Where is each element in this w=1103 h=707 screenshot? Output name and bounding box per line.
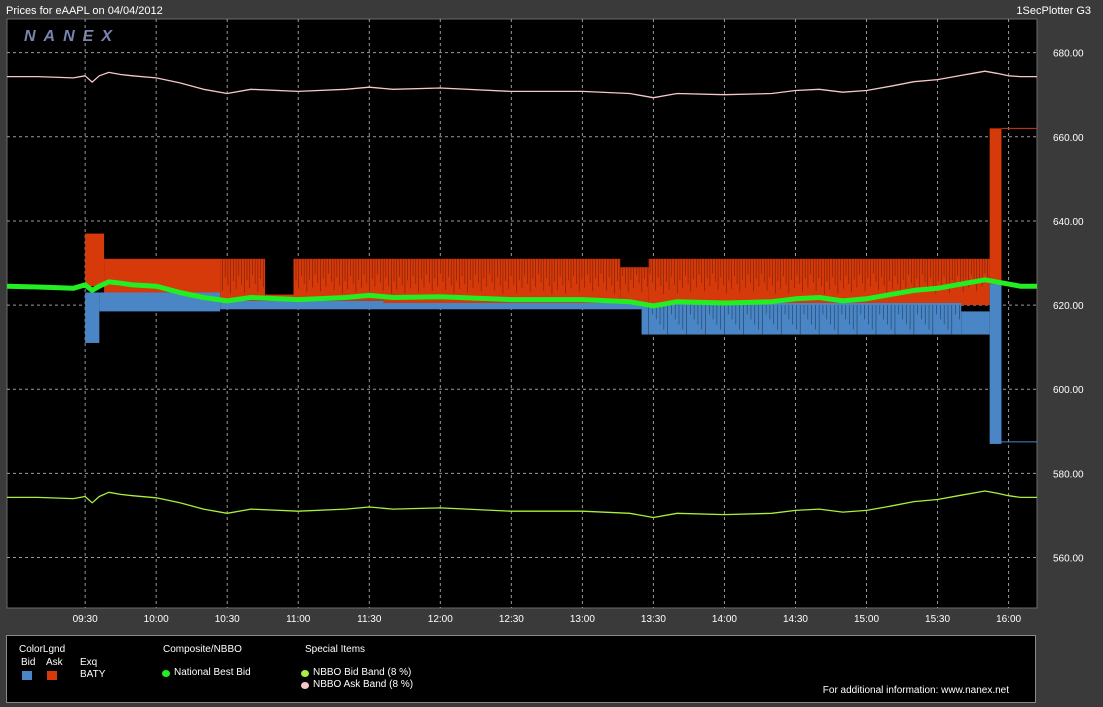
x-tick-label: 13:30 — [641, 614, 666, 625]
bid-color-swatch — [22, 671, 32, 680]
x-tick-label: 11:30 — [357, 614, 382, 625]
national-best-bid-marker — [162, 670, 170, 677]
x-tick-label: 12:00 — [428, 614, 453, 625]
y-tick-label: 680.00 — [1053, 49, 1084, 60]
bid-band-label: NBBO Bid Band (8 %) — [313, 667, 412, 678]
series-line — [6, 277, 1037, 309]
ask-quote-block — [220, 258, 266, 301]
y-tick-label: 620.00 — [1053, 301, 1084, 312]
ask-quote-block — [85, 233, 105, 287]
bid-band-marker — [301, 670, 309, 677]
exchange-code: BATY — [80, 669, 106, 680]
x-tick-label: 10:30 — [215, 614, 240, 625]
plotter-name: 1SecPlotter G3 — [1016, 5, 1091, 17]
bid-quote-block — [383, 302, 642, 310]
bid-quote-block — [85, 292, 100, 343]
exq-legend-label: Exq — [80, 657, 98, 668]
composite-title: Composite/NBBO — [163, 644, 242, 655]
ask-band-label: NBBO Ask Band (8 %) — [313, 679, 414, 690]
colorlgnd-title: ColorLgnd — [19, 644, 66, 655]
ask-color-swatch — [47, 671, 57, 680]
x-tick-label: 10:00 — [144, 614, 169, 625]
bid-quote-block — [99, 292, 221, 312]
x-tick-label: 11:00 — [286, 614, 311, 625]
nanex-watermark: NANEX — [24, 28, 120, 45]
y-tick-label: 560.00 — [1053, 554, 1084, 565]
chart-title: Prices for eAAPL on 04/04/2012 — [6, 5, 163, 17]
legend-panel: ColorLgnd Bid Ask Exq BATY Composite/NBB… — [6, 635, 1036, 703]
info-link-text: For additional information: www.nanex.ne… — [822, 685, 1009, 696]
series-line — [7, 70, 1037, 99]
x-tick-label: 09:30 — [73, 614, 98, 625]
y-tick-label: 600.00 — [1053, 385, 1084, 396]
bid-legend-label: Bid — [21, 657, 36, 668]
y-tick-label: 580.00 — [1053, 469, 1084, 480]
y-tick-label: 640.00 — [1053, 217, 1084, 228]
ask-quote-block — [989, 128, 1002, 285]
bid-quote-block — [989, 284, 1002, 444]
ask-quote-block — [104, 258, 221, 297]
special-items-title: Special Items — [305, 644, 366, 655]
bid-quote-block — [961, 311, 990, 335]
bid-quote-block — [641, 302, 962, 335]
x-tick-label: 12:30 — [499, 614, 524, 625]
x-tick-label: 16:00 — [996, 614, 1021, 625]
price-chart: NANEX 560.00 580.00 600.00 620.00 640.00 660.0… — [6, 18, 1084, 625]
x-tick-label: 14:30 — [783, 614, 808, 625]
quote-flicker-stripes — [222, 258, 988, 335]
ask-legend-label: Ask — [46, 657, 63, 668]
national-best-bid-label: National Best Bid — [174, 667, 251, 678]
series-line — [7, 490, 1037, 519]
x-tick-label: 13:00 — [570, 614, 595, 625]
y-tick-label: 660.00 — [1053, 133, 1084, 144]
bid-quote-block — [220, 300, 384, 310]
x-tick-label: 15:00 — [854, 614, 879, 625]
x-tick-label: 14:00 — [712, 614, 737, 625]
x-tick-label: 15:30 — [925, 614, 950, 625]
ask-band-marker — [301, 682, 309, 689]
